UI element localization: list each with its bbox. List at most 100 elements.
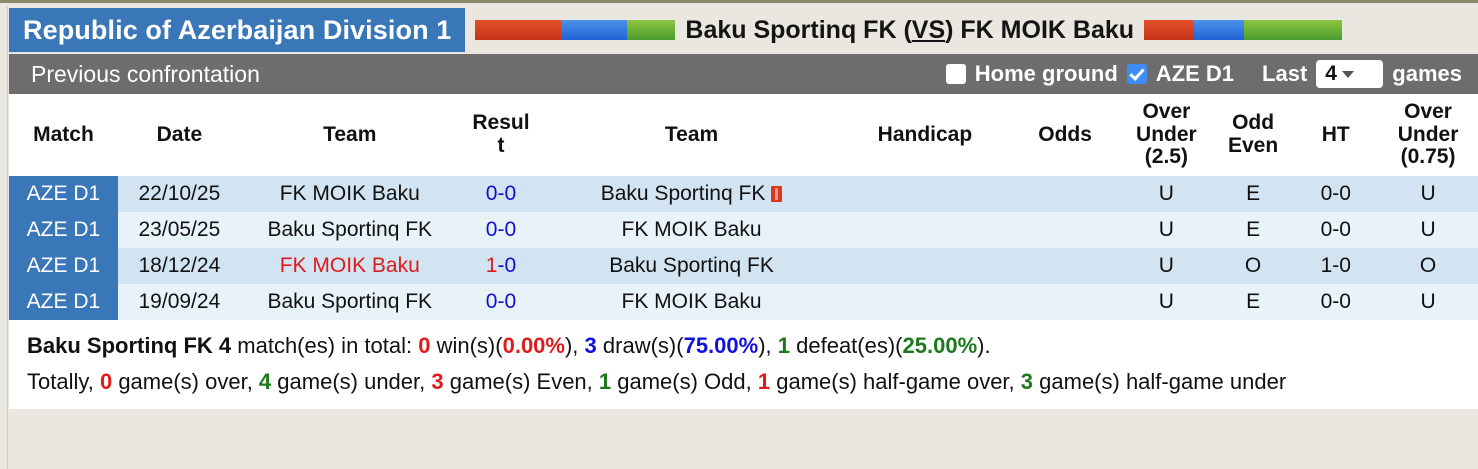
left-rail <box>0 6 8 469</box>
col-header-result-line1: Resul <box>472 111 530 135</box>
form-bar-left-green <box>627 20 676 40</box>
cell-team-away: FK MOIK Baku <box>543 284 840 321</box>
games-count-value: 4 <box>1325 62 1337 85</box>
summary-draws-pct: 75.00% <box>683 333 759 359</box>
cell-ht: 1-0 <box>1293 248 1379 285</box>
table-head: Match Date Team Resul t Team Handicap Od… <box>9 94 1478 177</box>
ou075-line2: Under <box>1397 122 1459 146</box>
summary-draws: 3 <box>584 333 597 359</box>
col-header-match[interactable]: Match <box>9 94 118 177</box>
toolbar-title: Previous confrontation <box>31 60 260 87</box>
summary2-over: 0 <box>99 368 113 394</box>
ou075-line1: Over <box>1404 100 1452 123</box>
col-header-odd-even[interactable]: Odd Even <box>1212 94 1294 177</box>
col-header-team2[interactable]: Team <box>543 94 840 177</box>
summary-team: Baku Sportinq FK <box>27 333 213 359</box>
summary2-half-over: 1 <box>757 368 771 394</box>
summary2-odd: 1 <box>598 368 612 394</box>
previous-confrontation-toolbar: Previous confrontation Home ground AZE D… <box>9 54 1478 94</box>
league-filter-checkbox[interactable] <box>1126 64 1147 84</box>
cell-league: AZE D1 <box>9 248 118 285</box>
match-title: Baku Sportinq FK (VS) FK MOIK Baku <box>685 16 1134 45</box>
summary2-over-text: game(s) over, <box>112 368 259 394</box>
col-header-odds[interactable]: Odds <box>1010 94 1121 177</box>
summary-wins-text: win(s)( <box>430 333 503 359</box>
cell-date: 18/12/24 <box>117 248 241 285</box>
table-row[interactable]: AZE D1 19/09/24 Baku Sportinq FK 0-0 FK MOIK… <box>9 284 1478 321</box>
match-title-away: ) FK MOIK Baku <box>945 15 1135 44</box>
col-header-ht[interactable]: HT <box>1293 94 1379 177</box>
cell-odds <box>1010 176 1121 213</box>
cell-over-under-25: U <box>1120 248 1213 285</box>
col-header-result[interactable]: Resul t <box>458 94 544 177</box>
league-tag[interactable]: Republic of Azerbaijan Division 1 <box>9 8 466 52</box>
games-count-select[interactable]: 4 <box>1316 60 1384 88</box>
cell-over-under-25: U <box>1120 284 1213 321</box>
table-row[interactable]: AZE D1 23/05/25 Baku Sportinq FK 0-0 FK MOIK… <box>9 212 1478 249</box>
cell-over-under-075: U <box>1378 284 1478 321</box>
cell-league: AZE D1 <box>9 284 118 321</box>
oddeven-line1: Odd <box>1232 111 1275 135</box>
content-area: Republic of Azerbaijan Division 1 Baku S… <box>9 6 1478 469</box>
col-header-team1[interactable]: Team <box>240 94 459 177</box>
cell-league: AZE D1 <box>9 176 118 213</box>
form-bar-right-red <box>1144 20 1195 40</box>
summary-defeats-pct: 25.00% <box>902 333 978 359</box>
chevron-down-icon <box>1341 70 1354 78</box>
cell-over-under-25: U <box>1120 176 1213 213</box>
cell-team-away: Baku Sportinq FK <box>543 248 840 285</box>
cell-team-home: FK MOIK Baku <box>240 248 459 285</box>
cell-odd-even: E <box>1212 284 1294 321</box>
summary-total-text: match(es) in total: <box>231 333 419 359</box>
league-filter-label[interactable]: AZE D1 <box>1155 61 1235 86</box>
summary2-under: 4 <box>258 368 272 394</box>
oddeven-line2: Even <box>1227 134 1279 157</box>
summary-line-2: Totally, 0 game(s) over, 4 game(s) under… <box>27 364 1478 400</box>
summary-wins: 0 <box>418 333 431 359</box>
ou25-line1: Over <box>1142 100 1191 123</box>
col-header-over-under-075[interactable]: Over Under (0.75) <box>1378 94 1478 177</box>
col-header-date[interactable]: Date <box>117 94 241 177</box>
cell-handicap <box>839 176 1011 213</box>
home-ground-checkbox[interactable] <box>945 64 966 84</box>
previous-confrontation-table: Match Date Team Resul t Team Handicap Od… <box>9 94 1478 321</box>
form-bar-left-blue <box>561 20 628 40</box>
form-bar-right-green <box>1244 20 1343 40</box>
ou075-line3: (0.75) <box>1400 145 1456 169</box>
home-ground-label[interactable]: Home ground <box>974 61 1118 86</box>
match-title-home: Baku Sportinq FK ( <box>685 15 912 44</box>
cell-team-away: Baku Sportinq FK <box>543 176 840 213</box>
summary-defeats: 1 <box>777 333 791 359</box>
table-row[interactable]: AZE D1 22/10/25 FK MOIK Baku 0-0 Baku Sporti… <box>9 176 1478 213</box>
cell-ht: 0-0 <box>1293 176 1379 213</box>
form-bar-right <box>1144 20 1343 40</box>
cell-league: AZE D1 <box>9 212 118 249</box>
form-bar-left <box>475 20 676 40</box>
summary2-under-text: game(s) under, <box>271 368 432 394</box>
col-header-result-line2: t <box>497 134 505 157</box>
cell-team-home: Baku Sportinq FK <box>240 284 459 321</box>
cell-odds <box>1010 248 1121 285</box>
cell-ht: 0-0 <box>1293 212 1379 249</box>
cell-odd-even: E <box>1212 176 1294 213</box>
cell-odds <box>1010 284 1121 321</box>
col-header-handicap[interactable]: Handicap <box>839 94 1011 177</box>
cell-result: 1-0 <box>458 248 544 285</box>
cell-odds <box>1010 212 1121 249</box>
summary-defeats-text: defeat(es)( <box>790 333 903 359</box>
cell-date: 19/09/24 <box>117 284 241 321</box>
summary2-half-under-text: game(s) half-game under <box>1033 368 1287 394</box>
summary2-half-over-text: game(s) half-game over, <box>770 368 1021 394</box>
cell-date: 23/05/25 <box>117 212 241 249</box>
cell-handicap <box>839 212 1011 249</box>
summary-wins-pct: 0.00% <box>502 333 565 359</box>
ou25-line3: (2.5) <box>1144 145 1188 169</box>
summary-draws-text: draw(s)( <box>596 333 684 359</box>
col-header-over-under-25[interactable]: Over Under (2.5) <box>1120 94 1213 177</box>
cell-ht: 0-0 <box>1293 284 1379 321</box>
cell-result: 0-0 <box>458 212 544 249</box>
cell-odd-even: E <box>1212 212 1294 249</box>
table-row[interactable]: AZE D1 18/12/24 FK MOIK Baku 1-0 Baku Sporti… <box>9 248 1478 285</box>
cell-team-home: FK MOIK Baku <box>240 176 459 213</box>
